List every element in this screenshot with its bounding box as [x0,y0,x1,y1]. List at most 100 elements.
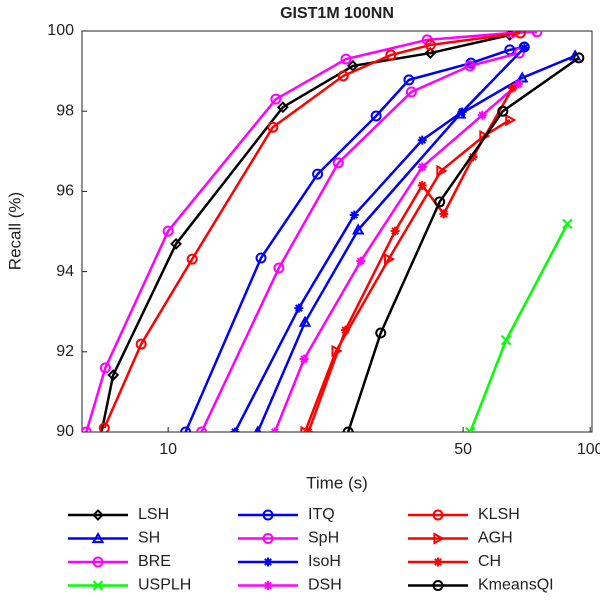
plot-area [82,31,585,457]
point-marker [298,315,312,327]
point-marker [384,252,396,266]
legend-label: CH [478,553,501,570]
chart-title: GIST1M 100NN [280,5,394,22]
point-marker [514,31,526,39]
point-marker [417,162,427,172]
point-marker [267,121,279,133]
point-marker [99,362,111,374]
point-marker [457,107,467,117]
point-marker [270,427,280,432]
legend-marker [91,531,105,544]
series-line [233,46,526,432]
legend-label: USPLH [138,577,191,594]
point-marker [82,426,92,432]
legend-marker [433,557,443,567]
y-tick-label: 100 [47,22,74,39]
point-marker [562,218,573,230]
legend-label: BRE [138,553,171,570]
point-marker [385,49,397,61]
point-marker [504,44,516,56]
point-marker [464,60,476,72]
point-marker [468,152,478,162]
y-tick-label: 98 [56,102,74,119]
point-marker [196,426,208,432]
legend-marker [433,532,445,545]
point-marker [180,426,192,432]
series-line [85,31,538,432]
series-line [346,56,580,432]
point-marker [508,83,518,93]
legend-marker [263,557,273,567]
legend-marker [92,556,104,568]
x-tick-label: 50 [454,441,472,458]
point-marker [162,225,174,237]
legend-marker [262,509,274,521]
point-marker [390,226,400,236]
point-marker [276,101,289,114]
series-line [256,54,576,432]
point-marker [170,238,182,250]
point-marker [370,110,382,122]
point-marker [270,93,282,105]
legend: LSH SH BRE USPLH ITQ SpH IsoH DSH KLSH AGH CH Kmean… [68,506,554,594]
point-marker [505,113,517,127]
point-marker [497,105,509,117]
legend-label: KmeansQI [478,577,554,594]
point-marker [98,422,110,432]
point-marker [135,338,147,350]
point-marker [349,210,359,220]
point-marker [436,164,448,178]
point-marker [531,31,543,38]
point-marker [93,448,102,457]
point-marker [255,252,267,264]
point-marker [424,47,437,59]
legend-marker [432,580,444,591]
legend-label: AGH [478,530,513,547]
point-marker [273,262,285,274]
series-line [100,33,511,432]
legend-marker [92,509,104,521]
point-marker [500,334,512,346]
point-marker [230,427,240,432]
legend-marker [432,509,444,521]
point-marker [405,86,417,98]
series-line [103,31,521,429]
y-axis-label: Recall (%) [5,192,24,270]
legend-label: IsoH [308,553,341,570]
point-marker [107,369,120,381]
y-tick-label: 94 [56,263,74,280]
point-marker [340,325,350,335]
legend-label: ITQ [308,506,335,523]
legend-label: SH [138,530,160,547]
point-marker [477,110,487,120]
series-line [200,51,520,432]
point-marker [513,79,523,89]
x-tick-label: 10 [159,441,177,458]
legend-label: DSH [308,577,342,594]
point-marker [519,43,529,53]
legend-label: KLSH [478,506,520,523]
legend-label: LSH [138,506,169,523]
point-marker [573,52,585,64]
point-marker [424,39,436,51]
point-marker [340,53,352,65]
point-marker [417,135,427,145]
point-marker [254,425,262,432]
legend-marker [263,581,273,590]
point-marker [332,157,344,169]
y-tick-label: 96 [56,183,74,200]
point-marker [439,209,449,219]
legend-label: SpH [308,530,339,547]
point-marker [303,427,313,432]
point-marker [351,223,365,235]
x-tick-label: 100 [577,441,600,458]
point-marker [375,327,387,339]
point-marker [403,74,415,86]
series-line [273,82,520,432]
point-marker [299,354,309,364]
point-marker [434,196,446,208]
point-marker [294,303,304,313]
point-marker [186,253,198,265]
point-marker [417,180,427,190]
